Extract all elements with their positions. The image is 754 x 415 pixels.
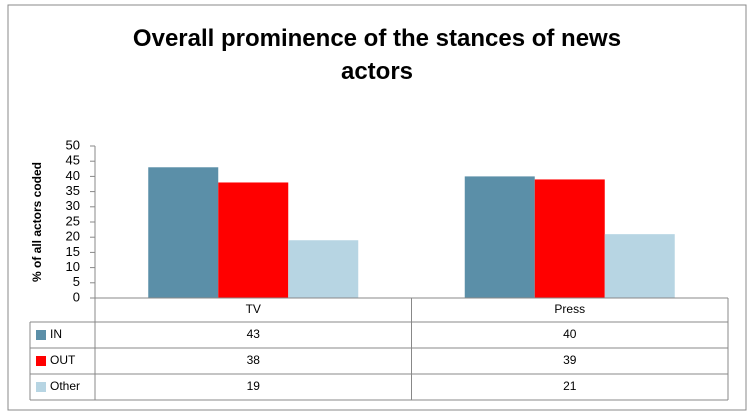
bar <box>604 234 675 298</box>
legend-label: Other <box>50 379 80 393</box>
bar <box>534 179 605 298</box>
table-value: 19 <box>247 379 261 393</box>
table-value: 43 <box>247 327 261 341</box>
y-tick-label: 20 <box>66 229 80 244</box>
y-tick-label: 45 <box>66 153 80 168</box>
y-tick-label: 25 <box>66 213 80 228</box>
table-value: 21 <box>563 379 577 393</box>
y-tick-label: 10 <box>66 259 80 274</box>
table-value: 38 <box>247 353 261 367</box>
y-axis-title: % of all actors coded <box>30 162 44 282</box>
chart-title: Overall prominence of the stances of new… <box>132 25 622 85</box>
bar <box>288 240 359 298</box>
chart-border <box>7 4 747 411</box>
y-tick-label: 50 <box>66 137 80 152</box>
y-tick-label: 0 <box>73 289 80 304</box>
legend-label: IN <box>50 327 62 341</box>
legend-label: OUT <box>50 353 76 367</box>
table-value: 39 <box>563 353 577 367</box>
legend-key <box>36 382 46 392</box>
bar <box>218 182 289 298</box>
x-tick-label: Press <box>554 302 585 316</box>
y-tick-label: 30 <box>66 198 80 213</box>
bar <box>464 176 535 298</box>
legend-key <box>36 356 46 366</box>
x-tick-label: TV <box>246 302 261 316</box>
y-tick-label: 40 <box>66 168 80 183</box>
y-tick-label: 35 <box>66 183 80 198</box>
table-value: 40 <box>563 327 577 341</box>
y-tick-label: 5 <box>73 274 80 289</box>
legend-key <box>36 330 46 340</box>
y-tick-label: 15 <box>66 244 80 259</box>
bar <box>148 167 219 298</box>
